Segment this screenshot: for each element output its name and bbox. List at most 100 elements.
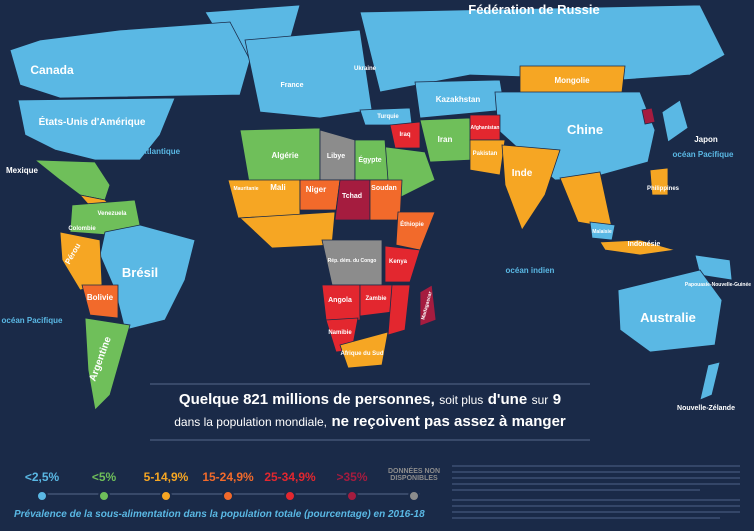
kenya — [384, 245, 421, 283]
country-label: Malaisie — [592, 229, 612, 235]
country-label: Turquie — [377, 114, 399, 120]
ocean-label: océan Pacifique — [2, 316, 63, 325]
country-label: Afrique du Sud — [341, 351, 384, 357]
ocean-label: océan Atlantique — [116, 147, 181, 156]
legend-swatch — [284, 490, 296, 502]
country-label: Mauritanie — [233, 186, 258, 192]
mexico — [33, 159, 111, 201]
legend-swatch — [346, 490, 358, 502]
legend-swatch — [98, 490, 110, 502]
pakistan — [469, 139, 506, 176]
country-label: Algérie — [271, 151, 299, 160]
country-label: Kazakhstan — [436, 95, 481, 104]
country-label: Zambie — [365, 296, 387, 302]
iraq — [389, 121, 421, 149]
country-label: Mali — [270, 183, 286, 192]
country-label: Angola — [328, 297, 352, 304]
country-label: Canada — [30, 63, 74, 77]
country-label: États-Unis d'Amérique — [39, 115, 146, 128]
country-label: Venezuela — [97, 211, 127, 217]
country-label: Bolivie — [87, 293, 114, 302]
country-label: Ukraine — [354, 66, 377, 72]
south-africa — [339, 331, 389, 369]
fine-print — [452, 465, 740, 519]
country-label: Australie — [640, 310, 696, 325]
legend: <2,5% <5% 5-14,9% 15-24,9% 25-34,9% >35% DONNÉ… — [20, 468, 440, 502]
legend-label: DONNÉES NON DISPONIBLES — [387, 468, 441, 482]
country-label: Iraq — [399, 132, 410, 138]
headline-part: Quelque 821 millions de personnes, — [179, 391, 435, 408]
philippines — [649, 167, 669, 196]
argentina — [84, 317, 131, 411]
europe — [244, 29, 373, 119]
legend-label: <5% — [91, 470, 117, 484]
headline-part: soit plus — [439, 393, 483, 407]
legend-swatch — [222, 490, 234, 502]
headline-part: 9 — [553, 391, 561, 408]
ocean-label: océan indien — [506, 266, 555, 275]
headline-part: ne reçoivent pas assez à manger — [331, 413, 565, 430]
country-label: Nouvelle-Zélande — [677, 405, 735, 412]
country-label: Philippines — [647, 186, 680, 192]
legend-swatch — [36, 490, 48, 502]
caption: Prévalence de la sous-alimentation dans … — [14, 509, 425, 520]
country-label: Papouasie-Nouvelle-Guinée — [685, 282, 751, 288]
new-zealand — [699, 361, 721, 401]
country-label: Colombie — [68, 226, 96, 232]
country-label: Éthiopie — [400, 220, 424, 228]
legend-label: >35% — [336, 470, 368, 484]
country-label: Mexique — [6, 166, 39, 175]
country-label: Libye — [327, 153, 345, 160]
country-label: Rép. dém. du Congo — [328, 258, 377, 264]
country-label: Tchad — [342, 193, 362, 200]
southeast-asia — [559, 171, 613, 229]
country-label: Afghanistan — [471, 125, 500, 131]
indonesia — [599, 239, 676, 256]
country-label: Kenya — [389, 259, 408, 265]
japan — [661, 99, 689, 143]
country-label: Iran — [438, 135, 453, 144]
headline-line: dans la population mondiale, ne reçoiven… — [174, 413, 566, 430]
papua — [694, 254, 733, 281]
russia — [359, 4, 726, 93]
legend-swatch — [160, 490, 172, 502]
country-label: Fédération de Russie — [468, 2, 599, 17]
brazil — [99, 224, 196, 331]
canada — [9, 21, 251, 99]
bolivia — [81, 284, 119, 319]
india — [501, 144, 561, 231]
ethiopia — [395, 211, 436, 251]
headline-line: Quelque 821 millions de personnes, soit … — [179, 391, 561, 408]
headline: Quelque 821 millions de personnes, soit … — [42, 383, 590, 495]
headline-part: dans la population mondiale, — [174, 415, 327, 429]
country-label: Niger — [306, 185, 326, 194]
malaysia — [589, 221, 616, 241]
legend-label: <2,5% — [24, 470, 60, 484]
angola — [321, 284, 361, 321]
headline-part: d'une — [488, 391, 527, 408]
country-label: Brésil — [122, 265, 158, 280]
mozambique — [387, 284, 411, 336]
land — [9, 4, 733, 411]
west-africa — [239, 211, 336, 249]
korea — [641, 107, 656, 125]
legend-swatch — [408, 490, 420, 502]
country-label: Pakistan — [473, 151, 498, 157]
country-label: Égypte — [358, 155, 381, 164]
ocean-label: océan Pacifique — [673, 150, 734, 159]
australia — [617, 269, 723, 353]
country-label: Mongolie — [554, 76, 590, 85]
country-label: France — [281, 82, 304, 89]
legend-label: 5-14,9% — [143, 470, 189, 484]
legend-label: 15-24,9% — [202, 470, 254, 484]
headline-part: sur — [532, 393, 549, 407]
legend-label: 25-34,9% — [264, 470, 316, 484]
madagascar — [419, 284, 437, 327]
country-label: Chine — [567, 122, 603, 137]
country-label: Indonésie — [628, 241, 661, 248]
chad — [334, 179, 371, 221]
country-label: Inde — [512, 168, 533, 179]
country-label: Namibie — [328, 330, 352, 336]
